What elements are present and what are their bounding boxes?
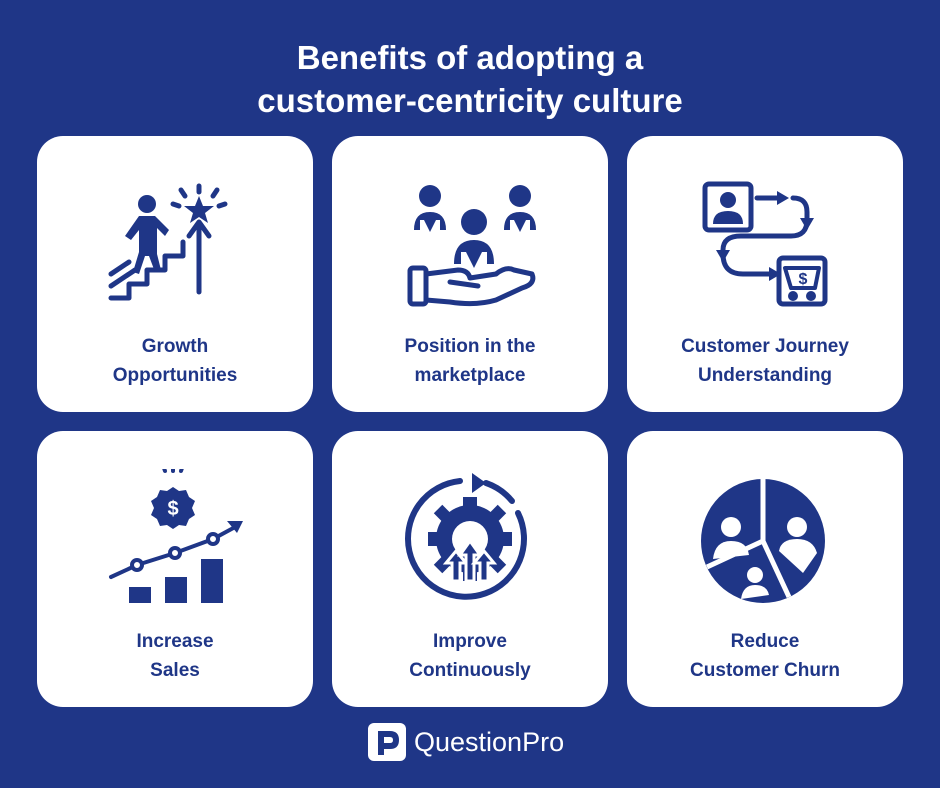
- benefit-label-improve: Improve Continuously: [409, 631, 531, 681]
- page-title-line-1: Benefits of adopting a: [296, 39, 644, 76]
- benefit-card-growth: Growth Opportunities: [37, 136, 313, 412]
- questionpro-logo: QuestionPro: [368, 720, 564, 764]
- benefit-card-journey: $ Customer Journey Understanding: [627, 136, 903, 412]
- churn-pie-icon: [701, 477, 825, 603]
- benefit-label-journey: Customer Journey Understanding: [681, 336, 849, 386]
- gear-cycle-icon: [405, 473, 527, 600]
- benefit-card-improve: Improve Continuously: [332, 431, 608, 707]
- benefit-label-growth: Growth Opportunities: [112, 336, 238, 386]
- hand-people-icon: [407, 185, 536, 307]
- customer-journey-icon: $: [702, 181, 828, 307]
- page-title-line-2: customer-centricity culture: [257, 82, 683, 119]
- benefit-card-position: Position in the marketplace: [332, 136, 608, 412]
- benefit-card-churn: Reduce Customer Churn: [627, 431, 903, 707]
- benefit-label-churn: Reduce Customer Churn: [690, 631, 840, 681]
- svg-text:$: $: [167, 498, 178, 520]
- growth-stairs-icon: [108, 183, 228, 301]
- benefit-label-position: Position in the marketplace: [404, 336, 536, 386]
- benefit-label-sales: Increase Sales: [136, 631, 214, 681]
- brand-name: QuestionPro: [414, 727, 565, 757]
- svg-text:$: $: [799, 271, 808, 288]
- sales-chart-icon: $: [109, 469, 243, 603]
- benefit-card-sales: $ Increase Sales: [37, 431, 313, 707]
- page-title: Benefits of adopting a customer-centrici…: [0, 36, 940, 122]
- questionpro-logo-icon: [368, 723, 406, 761]
